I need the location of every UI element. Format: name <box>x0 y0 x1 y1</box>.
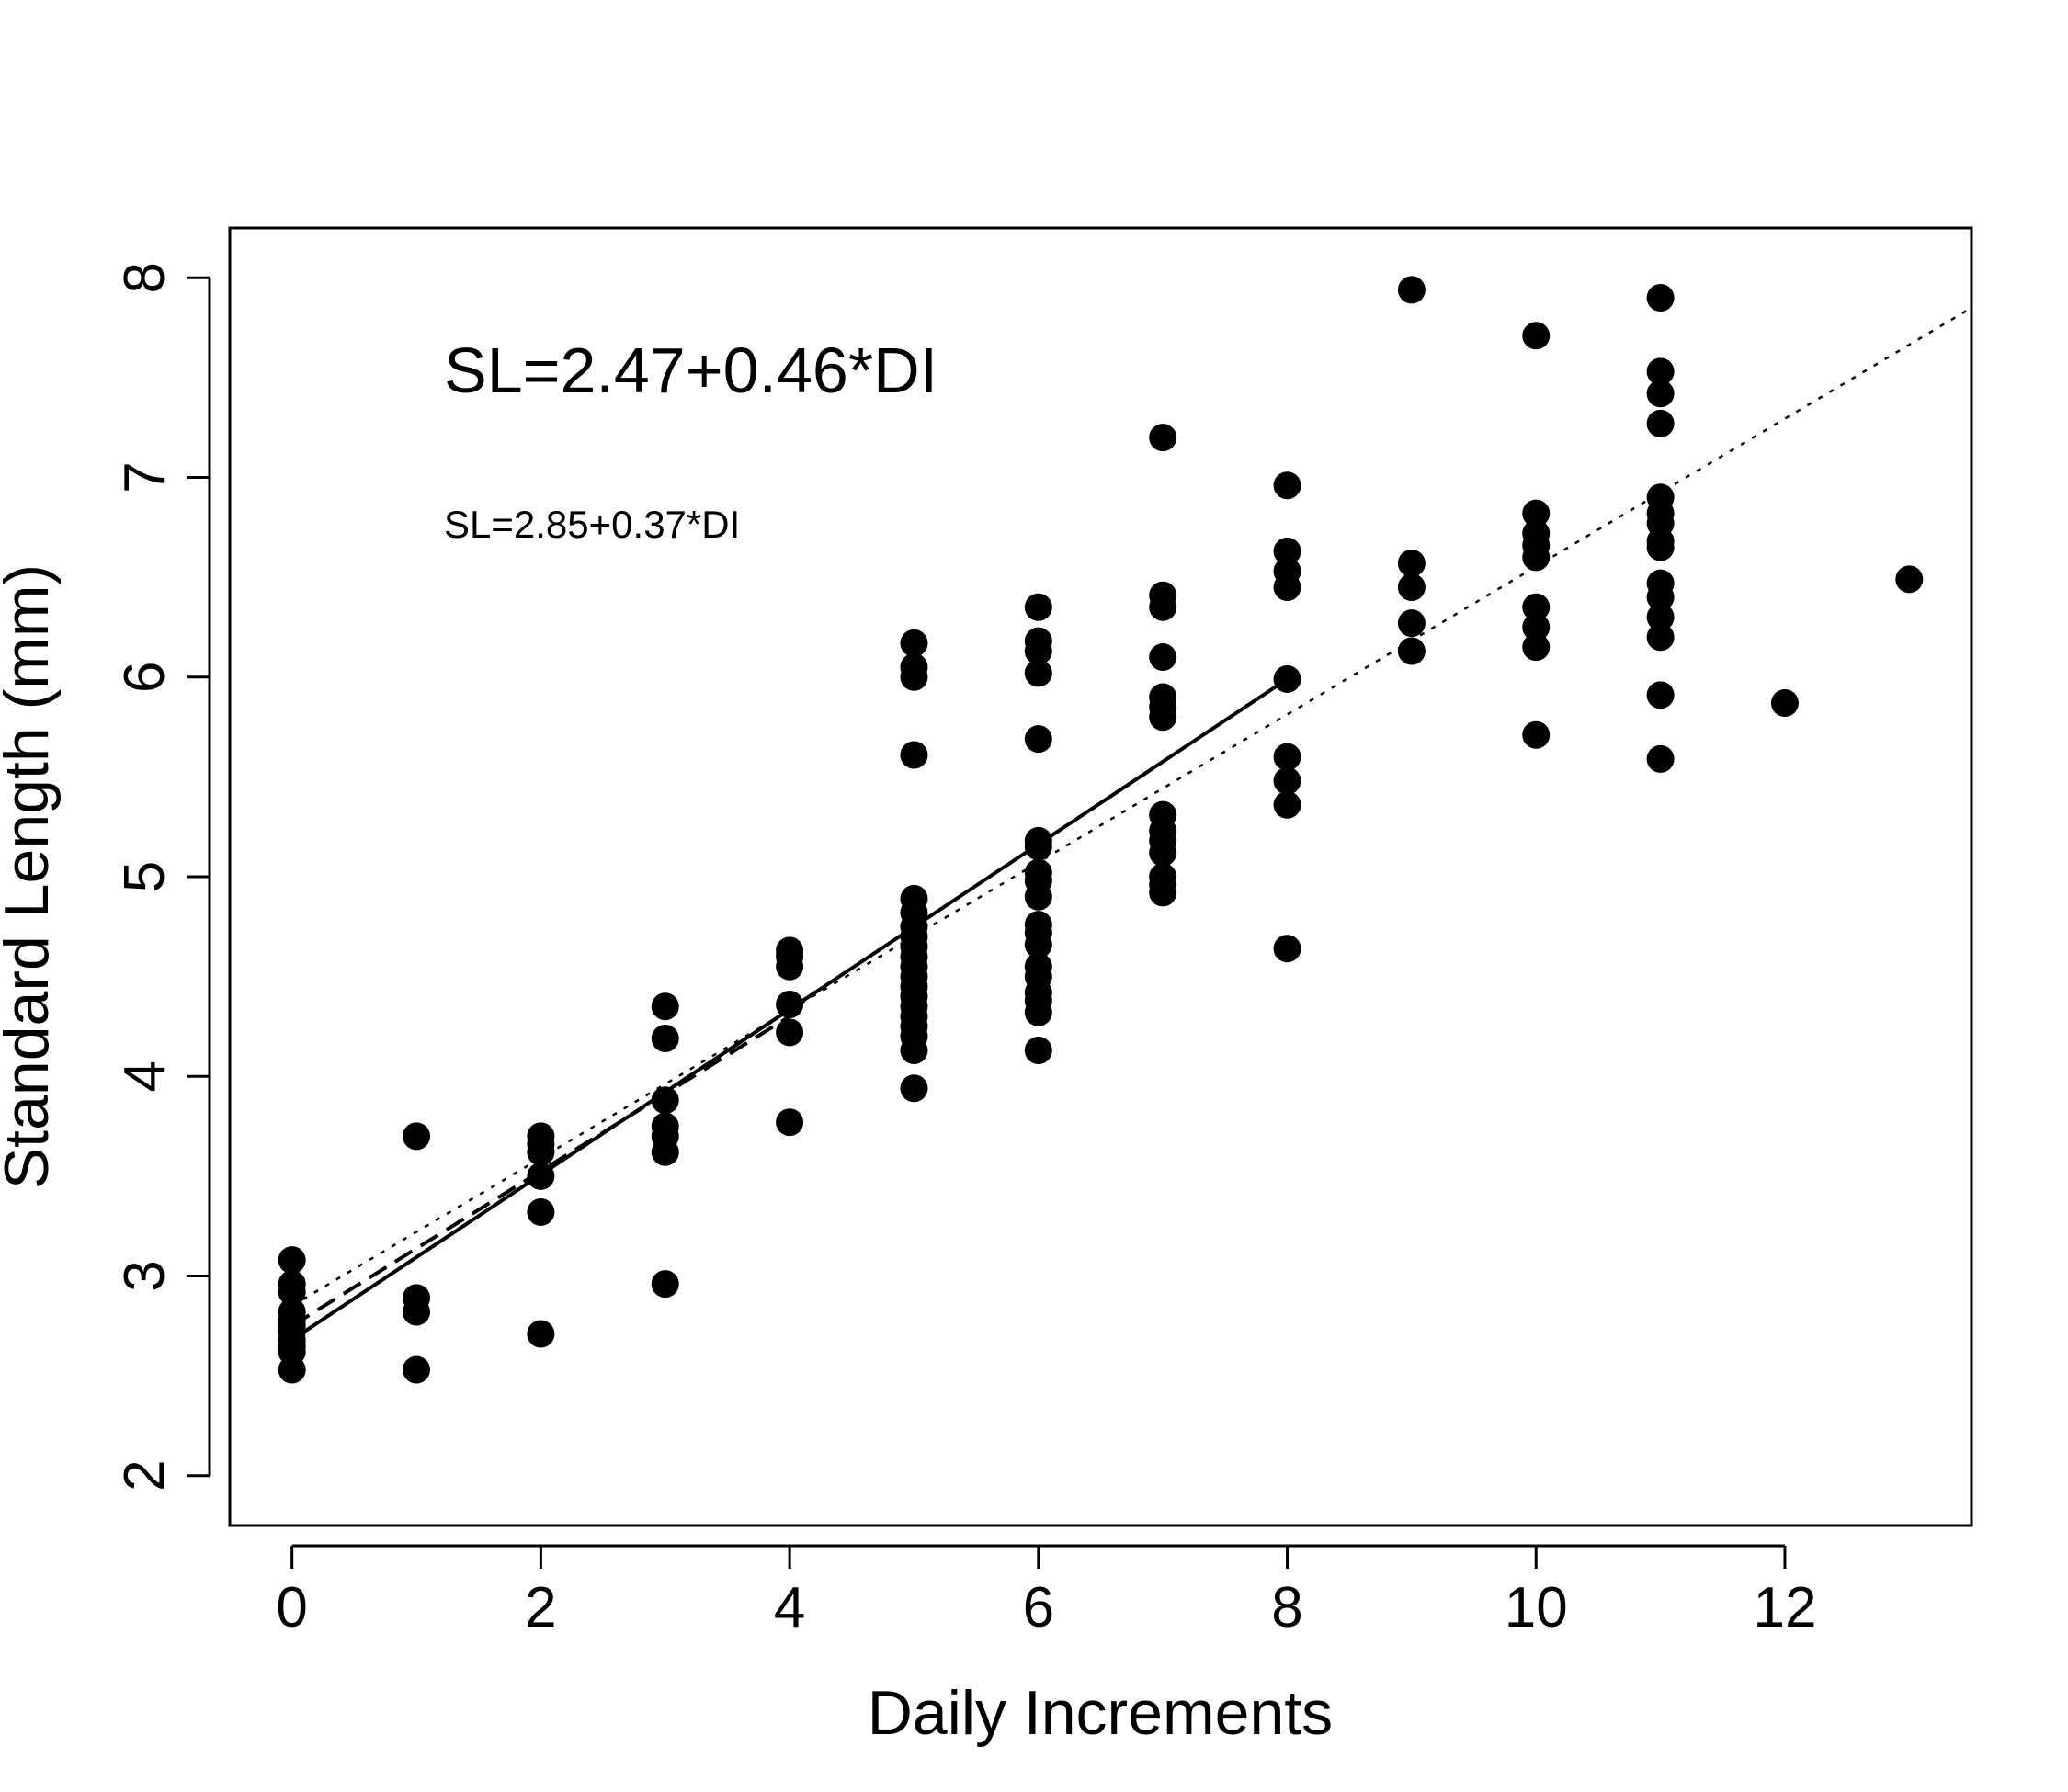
data-point <box>900 1074 928 1103</box>
data-point <box>1273 573 1301 602</box>
data-point <box>900 741 928 769</box>
data-point <box>1149 643 1177 672</box>
y-tick-label: 4 <box>113 1060 176 1092</box>
data-point <box>1024 637 1052 665</box>
data-point <box>1024 833 1052 861</box>
y-tick-label: 2 <box>113 1459 176 1491</box>
x-axis-title: Daily Increments <box>868 1678 1333 1748</box>
x-tick-label: 2 <box>525 1576 556 1639</box>
data-point <box>1646 357 1675 386</box>
data-point <box>651 992 679 1021</box>
data-point <box>1646 409 1675 437</box>
data-point <box>1522 593 1551 621</box>
data-point <box>900 629 928 657</box>
data-point <box>1397 549 1426 577</box>
data-point <box>1024 998 1052 1026</box>
data-point <box>1397 637 1426 665</box>
data-point <box>1273 537 1301 565</box>
data-point <box>1522 322 1551 350</box>
equation-annotation-1: SL=2.47+0.46*DI <box>444 335 937 406</box>
data-point <box>1770 689 1799 718</box>
data-point <box>1024 725 1052 754</box>
x-tick-label: 0 <box>276 1576 307 1639</box>
data-point <box>278 1246 306 1275</box>
data-point <box>1149 703 1177 732</box>
data-point <box>1149 838 1177 867</box>
data-point <box>776 1108 804 1137</box>
data-point <box>1024 1036 1052 1064</box>
data-point <box>527 1320 555 1348</box>
data-point <box>1646 380 1675 408</box>
data-point <box>776 991 804 1019</box>
data-point <box>900 1036 928 1064</box>
x-tick-label: 4 <box>774 1576 805 1639</box>
data-point <box>1646 583 1675 611</box>
data-point <box>1273 935 1301 963</box>
data-point <box>1522 543 1551 572</box>
data-point <box>1273 790 1301 819</box>
data-point <box>1024 659 1052 687</box>
data-point <box>1646 284 1675 312</box>
y-tick-label: 7 <box>113 461 176 493</box>
data-points <box>278 276 1924 1384</box>
data-point <box>1273 766 1301 795</box>
data-point <box>1149 879 1177 907</box>
data-point <box>1397 609 1426 638</box>
x-tick-label: 10 <box>1505 1576 1568 1639</box>
data-point <box>1273 743 1301 771</box>
data-point <box>403 1355 431 1384</box>
y-tick-label: 3 <box>113 1260 176 1291</box>
data-point <box>527 1197 555 1226</box>
y-tick-label: 6 <box>113 662 176 693</box>
data-point <box>1646 681 1675 709</box>
equation-annotation-2: SL=2.85+0.37*DI <box>444 503 740 546</box>
data-point <box>651 1270 679 1299</box>
data-point <box>527 1162 555 1190</box>
data-point <box>1273 664 1301 693</box>
data-point <box>1522 499 1551 527</box>
data-point <box>1895 565 1924 594</box>
y-tick-label: 8 <box>113 262 176 293</box>
data-point <box>1646 603 1675 631</box>
data-point <box>403 1298 431 1326</box>
data-point <box>651 1138 679 1166</box>
data-point <box>278 1355 306 1384</box>
data-point <box>527 1138 555 1166</box>
data-point <box>278 1277 306 1306</box>
y-tick-label: 5 <box>113 861 176 892</box>
data-point <box>1522 613 1551 641</box>
x-tick-label: 6 <box>1023 1576 1054 1639</box>
y-axis: 2 3 4 5 6 7 8 <box>113 262 211 1491</box>
y-axis-title: Standard Length (mm) <box>0 564 62 1189</box>
data-point <box>1646 533 1675 561</box>
data-point <box>1397 276 1426 304</box>
data-point <box>1024 930 1052 958</box>
data-point <box>403 1122 431 1151</box>
data-point <box>1646 623 1675 652</box>
data-point <box>776 1018 804 1047</box>
data-point <box>1397 573 1426 602</box>
data-point <box>651 1024 679 1052</box>
data-point <box>1273 471 1301 500</box>
data-point <box>1149 593 1177 621</box>
data-point <box>651 1086 679 1115</box>
data-point <box>776 952 804 981</box>
data-point <box>1024 882 1052 911</box>
data-point <box>1522 720 1551 749</box>
data-point <box>900 663 928 691</box>
fit-line-dotted <box>291 306 1972 1308</box>
x-axis: 0 2 4 6 8 10 12 <box>276 1544 1816 1639</box>
data-point <box>1149 424 1177 452</box>
x-tick-label: 8 <box>1271 1576 1302 1639</box>
data-point <box>1646 744 1675 773</box>
data-point <box>1522 633 1551 662</box>
plot-frame <box>228 226 1973 1527</box>
x-tick-label: 12 <box>1753 1576 1816 1639</box>
data-point <box>1024 593 1052 621</box>
